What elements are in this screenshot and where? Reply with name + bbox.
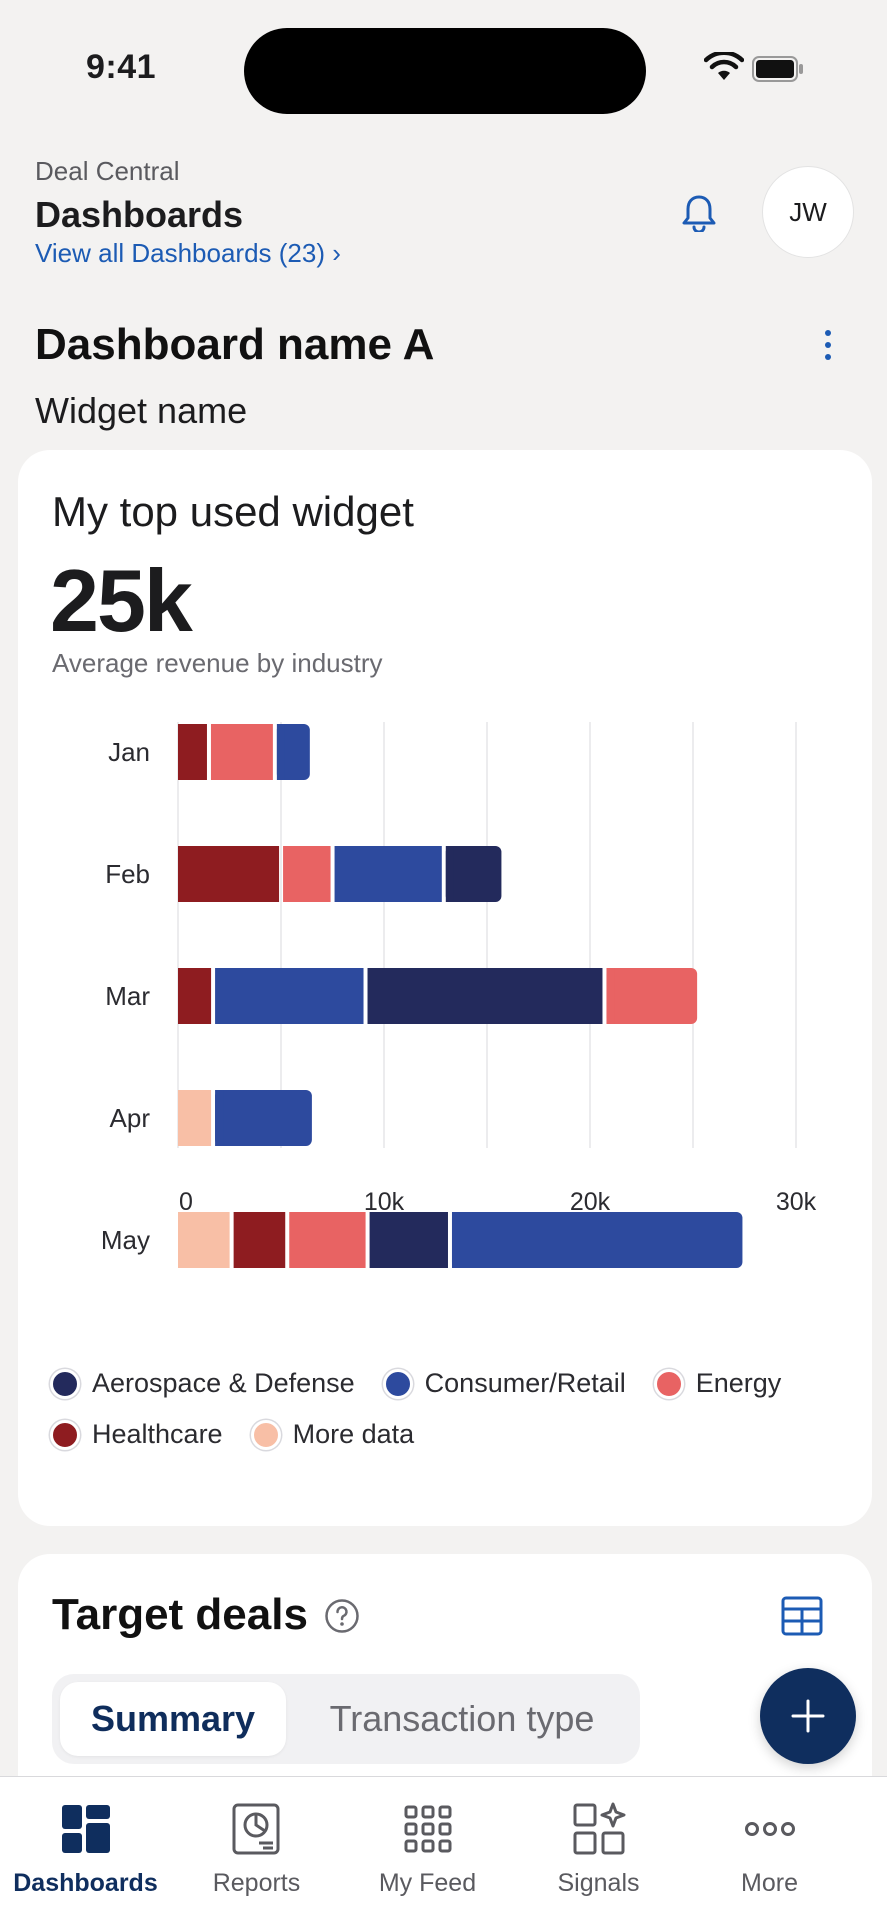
legend-label: Aerospace & Defense [92, 1368, 355, 1398]
tab-label: Dashboards [13, 1869, 158, 1897]
kebab-dot [825, 330, 831, 336]
tab-label: More [741, 1869, 798, 1897]
segmented-control: Summary Transaction type [52, 1674, 640, 1764]
x-tick-label: 30k [776, 1188, 817, 1216]
legend-swatch [382, 1368, 413, 1399]
legend-item: Aerospace & Defense [50, 1368, 355, 1399]
category-label: Apr [110, 1103, 151, 1133]
x-tick-label: 20k [570, 1188, 611, 1216]
widget-section-label: Widget name [35, 390, 248, 431]
bar-segment[interactable] [606, 968, 698, 1024]
tab-transaction-type[interactable]: Transaction type [329, 1698, 595, 1739]
notifications-button[interactable] [672, 186, 726, 240]
signals-icon [573, 1802, 625, 1855]
status-time: 9:41 [86, 48, 157, 86]
bar-segment[interactable] [283, 846, 331, 902]
target-deals-title: Target deals [52, 1590, 308, 1639]
bar-segment[interactable] [369, 1212, 448, 1268]
legend-label: Energy [695, 1368, 782, 1398]
bar-segment[interactable] [178, 724, 207, 780]
legend-item: Consumer/Retail [382, 1368, 626, 1399]
avatar[interactable]: JW [762, 166, 854, 258]
bar-segment[interactable] [178, 1212, 230, 1268]
category-label: May [101, 1225, 150, 1255]
bar-segment[interactable] [178, 846, 280, 902]
widget-card[interactable]: My top used widget 25k Average revenue b… [18, 450, 872, 1526]
kpi-value: 25k [50, 551, 193, 650]
bar-segment[interactable] [215, 1090, 312, 1146]
legend-label: Consumer/Retail [424, 1368, 626, 1398]
legend-label: More data [292, 1419, 415, 1449]
table-view-icon[interactable] [780, 1594, 824, 1638]
legend-item: More data [250, 1419, 415, 1450]
legend-swatch [50, 1419, 80, 1450]
add-button[interactable] [760, 1668, 856, 1764]
x-tick-label: 10k [364, 1188, 405, 1216]
legend-swatch [50, 1368, 80, 1399]
bar-segment[interactable] [334, 846, 442, 902]
bar-segment-corner [276, 724, 285, 780]
bar-segment[interactable] [367, 968, 603, 1024]
legend-item: Healthcare [50, 1419, 223, 1450]
bar-segment-corner [451, 1212, 460, 1268]
tab-dashboards[interactable]: Dashboards [0, 1777, 171, 1920]
x-tick-label: 0 [179, 1188, 193, 1216]
bar-segment[interactable] [289, 1212, 366, 1268]
view-all-dashboards-link[interactable]: View all Dashboards (23) › [35, 238, 341, 268]
tab-more[interactable]: More [684, 1777, 855, 1920]
more-icon [744, 1822, 795, 1836]
bar-segment-corner [606, 968, 615, 1024]
help-icon[interactable] [324, 1598, 360, 1634]
tab-my-feed[interactable]: My Feed [342, 1777, 513, 1920]
widget-title: My top used widget [52, 488, 414, 535]
dynamic-island [244, 28, 646, 114]
page-title: Dashboards [35, 194, 244, 235]
tab-summary[interactable]: Summary [60, 1682, 286, 1756]
tab-reports[interactable]: Reports [171, 1777, 342, 1920]
bar-segment[interactable] [178, 968, 212, 1024]
legend-swatch [250, 1419, 281, 1450]
bar-segment[interactable] [445, 846, 502, 902]
legend-label: Healthcare [92, 1419, 223, 1449]
category-label: Mar [105, 981, 150, 1011]
kebab-dot [825, 354, 831, 360]
bar-segment[interactable] [215, 968, 364, 1024]
bar-segment[interactable] [178, 1090, 212, 1146]
bar-segment[interactable] [210, 724, 273, 780]
tab-label: Signals [557, 1869, 640, 1897]
wifi-icon [704, 52, 744, 80]
bell-icon [682, 195, 716, 232]
bar-segment[interactable] [451, 1212, 743, 1268]
more-options-button[interactable] [808, 322, 848, 368]
tab-signals[interactable]: Signals [513, 1777, 684, 1920]
category-label: Jan [108, 737, 150, 767]
bar-segment[interactable] [233, 1212, 286, 1268]
kpi-caption: Average revenue by industry [52, 648, 383, 678]
dashboards-icon [61, 1805, 110, 1853]
chart-legend: Aerospace & Defense Consumer/Retail Energy… [50, 1368, 850, 1450]
app-name: Deal Central [35, 156, 180, 186]
grid-icon [404, 1805, 451, 1853]
plus-icon [791, 1699, 825, 1733]
kebab-dot [825, 342, 831, 348]
status-bar: 9:41 [0, 0, 887, 120]
category-label: Feb [105, 859, 150, 889]
bar-segment-corner [215, 1090, 224, 1146]
stacked-bar-chart: Jan Feb Mar Apr May 0 10k 20k 30k [101, 722, 817, 1268]
reports-icon [232, 1803, 279, 1855]
bar-segment-corner [445, 846, 454, 902]
bar-segment[interactable] [276, 724, 310, 780]
battery-icon [752, 56, 803, 82]
legend-swatch [653, 1368, 684, 1399]
tab-label: My Feed [378, 1869, 477, 1897]
legend-item: Energy [653, 1368, 782, 1399]
bottom-tab-bar: Dashboards Reports My Feed [0, 1776, 887, 1920]
dashboard-name: Dashboard name A [35, 320, 435, 369]
tab-label: Reports [212, 1869, 301, 1897]
